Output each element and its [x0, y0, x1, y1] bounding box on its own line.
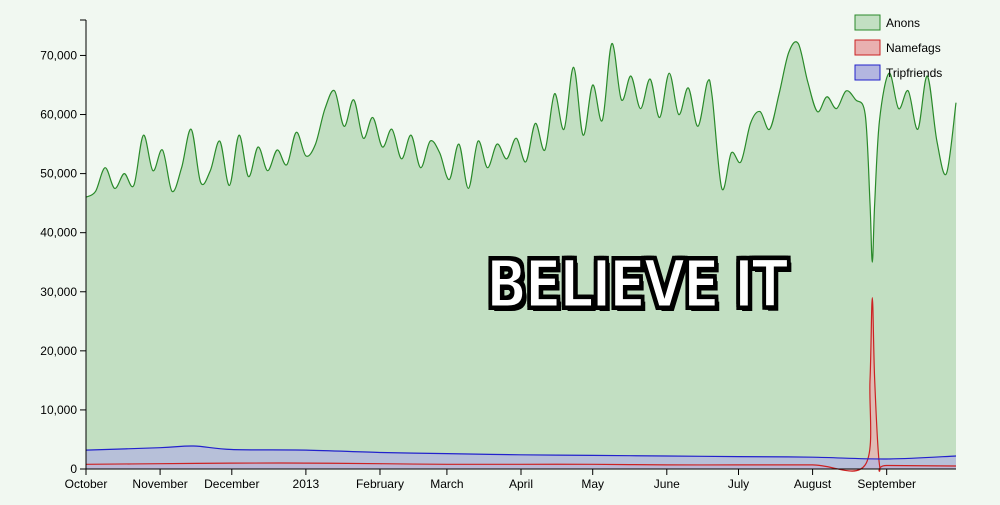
x-tick-label: December	[204, 477, 259, 491]
y-tick-label: 0	[70, 462, 77, 476]
y-tick-label: 40,000	[40, 226, 77, 240]
y-tick-label: 60,000	[40, 108, 77, 122]
y-tick-label: 70,000	[40, 48, 77, 62]
line-tripfriends	[85, 445, 957, 460]
legend-label: Tripfriends	[886, 66, 942, 80]
x-tick-label: 2013	[293, 477, 320, 491]
x-tick-label: July	[728, 477, 749, 491]
legend-label: Namefags	[886, 41, 941, 55]
y-tick-label: 10,000	[40, 403, 77, 417]
x-tick-label: March	[430, 477, 463, 491]
x-tick-label: September	[857, 477, 916, 491]
line-namefags	[85, 297, 957, 472]
y-axis: 0 10,000 20,000 30,000 40,000 50,000 60,000 70,…	[40, 19, 87, 476]
x-tick-label: April	[509, 477, 533, 491]
legend: Anons Namefags Tripfriends	[854, 14, 942, 81]
x-tick-label: November	[132, 477, 187, 491]
overlay-caption: BELIEVE IT	[485, 246, 790, 323]
area-anons	[86, 41, 956, 470]
x-tick-label: June	[654, 477, 680, 491]
y-tick-label: 30,000	[40, 285, 77, 299]
x-tick-label: October	[65, 477, 108, 491]
legend-label: Anons	[886, 16, 920, 30]
x-tick-label: August	[794, 477, 832, 491]
y-tick-label: 20,000	[40, 344, 77, 358]
x-tick-label: May	[581, 477, 604, 491]
legend-swatch	[854, 39, 881, 56]
legend-swatch	[854, 64, 881, 81]
series-lines	[85, 41, 957, 472]
line-anons	[85, 41, 957, 263]
y-tick-label: 50,000	[40, 167, 77, 181]
legend-swatch	[854, 14, 881, 31]
x-tick-label: February	[356, 477, 404, 491]
x-axis: October November December 2013 February March…	[65, 468, 956, 491]
